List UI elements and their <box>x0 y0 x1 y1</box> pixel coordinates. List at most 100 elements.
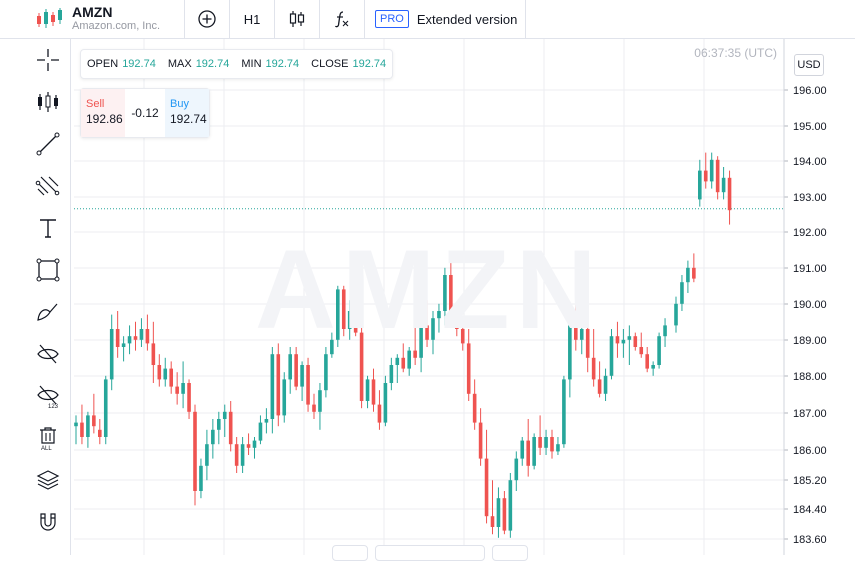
candle-body <box>199 465 203 491</box>
candle-body <box>627 336 632 340</box>
company-name: Amazon.com, Inc. <box>72 20 161 32</box>
candle-body <box>621 339 626 344</box>
candle-body <box>478 422 483 459</box>
candle-body <box>80 422 84 437</box>
candle-body <box>455 314 459 329</box>
delete-all-tool[interactable]: ALL <box>34 424 62 452</box>
candle-body <box>502 498 507 531</box>
candle-body <box>698 170 702 200</box>
hide-drawings-tool[interactable] <box>34 340 62 368</box>
candle-body <box>556 444 560 452</box>
drawing-toolbar: 123 ALL <box>0 39 71 555</box>
open-label: OPEN <box>87 58 119 70</box>
spread-value: -0.12 <box>131 106 159 120</box>
y-tick-label: 187.00 <box>793 408 827 420</box>
candle-body <box>151 343 156 365</box>
candle-body <box>92 415 96 427</box>
magnet-tool[interactable] <box>34 508 62 536</box>
candles-tool[interactable] <box>34 88 62 116</box>
y-tick-label: 195.00 <box>793 121 827 133</box>
candle-body <box>639 347 644 355</box>
pro-badge[interactable]: PRO <box>375 10 409 28</box>
candle-body <box>721 177 726 193</box>
hide-drawings-icon <box>37 344 59 364</box>
candle-body <box>258 422 263 441</box>
fib-tool[interactable] <box>34 172 62 200</box>
extended-version-link[interactable]: Extended version <box>416 11 518 27</box>
svg-text:ALL: ALL <box>41 446 52 451</box>
candle-body <box>709 159 714 182</box>
candle-body <box>609 336 614 376</box>
scroll-left-button[interactable] <box>332 545 368 561</box>
crosshair-icon <box>37 49 59 71</box>
candle-body <box>633 336 638 347</box>
candle-body <box>109 329 114 380</box>
layers-tool[interactable] <box>34 466 62 494</box>
candle-body <box>680 282 684 304</box>
candle-body <box>419 325 423 358</box>
candle-body <box>341 289 346 329</box>
candle-body <box>300 365 304 387</box>
candle-body <box>318 390 322 412</box>
interval-button[interactable]: H1 <box>243 11 261 27</box>
open-value: 192.74 <box>122 58 156 70</box>
min-value: 192.74 <box>265 58 300 70</box>
y-tick-label: 190.00 <box>793 299 827 311</box>
hide-indicators-tool[interactable]: 123 <box>34 382 62 410</box>
rectangle-icon <box>36 258 60 282</box>
trend-line-tool[interactable] <box>34 130 62 158</box>
crosshair-tool[interactable] <box>34 46 62 74</box>
candle-body <box>240 444 245 466</box>
indicators-button[interactable] <box>320 0 364 38</box>
sell-button[interactable]: Sell 192.86 <box>81 89 125 137</box>
candle-body <box>306 365 310 405</box>
buy-button[interactable]: Buy 192.74 <box>165 89 209 137</box>
candle-body <box>550 437 554 452</box>
rectangle-tool[interactable] <box>34 256 62 284</box>
candle-body <box>538 437 542 448</box>
currency-button[interactable]: USD <box>794 54 824 76</box>
chart-type-button[interactable] <box>275 0 319 38</box>
candle-body <box>686 267 690 283</box>
candle-body <box>353 311 358 333</box>
candle-body <box>312 404 316 412</box>
candle-body <box>324 354 328 391</box>
candle-body <box>395 357 400 365</box>
candle-body <box>288 354 292 380</box>
candle-body <box>496 498 501 527</box>
price-chart[interactable]: 196.00 195.00 194.00 193.00 192.00 191.00 190.… <box>72 39 855 555</box>
text-tool[interactable] <box>34 214 62 242</box>
candle-body <box>413 350 417 358</box>
candle-body <box>377 404 382 423</box>
y-tick-label: 184.40 <box>793 504 827 516</box>
candle-body <box>574 325 578 340</box>
candle-body <box>585 329 590 358</box>
candle-body <box>727 177 732 211</box>
candle-body <box>520 440 525 459</box>
candle-body <box>246 444 251 448</box>
fib-icon <box>35 176 60 196</box>
candle-body <box>330 339 334 355</box>
chart-area[interactable]: 196.00 195.00 194.00 193.00 192.00 191.00 190.… <box>72 39 855 555</box>
candle-body <box>74 422 78 427</box>
scroll-right-button[interactable] <box>492 545 528 561</box>
layers-icon <box>36 470 60 490</box>
candle-body <box>133 336 138 340</box>
toolbar-divider <box>274 0 275 38</box>
candle-body <box>181 383 185 394</box>
candle-body <box>532 437 536 466</box>
symbol-selector[interactable]: AMZN Amazon.com, Inc. <box>72 0 184 38</box>
candle-body <box>508 480 513 531</box>
y-tick-label: 189.00 <box>793 335 827 347</box>
candle-body <box>472 393 477 423</box>
add-symbol-button[interactable] <box>185 0 229 38</box>
candle-body <box>205 444 209 466</box>
close-value: 192.74 <box>352 58 387 70</box>
candle-body <box>703 170 708 182</box>
candle-body <box>103 379 108 437</box>
candle-body <box>365 379 370 401</box>
candle-body <box>437 311 441 319</box>
brush-tool[interactable] <box>34 298 62 326</box>
candle-body <box>615 336 620 344</box>
zoom-controls[interactable] <box>375 545 485 561</box>
